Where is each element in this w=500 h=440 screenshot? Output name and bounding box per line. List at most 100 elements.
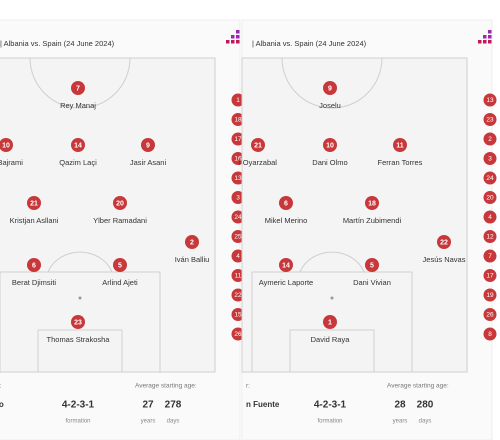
player-badge bbox=[71, 315, 85, 329]
sub-number: 4 bbox=[236, 253, 240, 260]
player-badge bbox=[185, 235, 199, 249]
age-days: 278 bbox=[165, 400, 182, 411]
player-number: 21 bbox=[254, 142, 262, 149]
sub-number: 13 bbox=[486, 97, 494, 104]
sub-badge bbox=[231, 249, 245, 263]
player-badge bbox=[71, 138, 85, 152]
age-years: 27 bbox=[142, 400, 154, 411]
player-name: David Raya bbox=[311, 335, 351, 344]
manager: ho bbox=[0, 400, 4, 409]
penalty-spot bbox=[330, 296, 334, 300]
logo-dot bbox=[236, 30, 240, 34]
logo-dot bbox=[488, 40, 492, 44]
sub-number: 17 bbox=[486, 273, 494, 280]
player-badge bbox=[141, 138, 155, 152]
penalty-arc bbox=[299, 251, 365, 273]
manager-label: er: bbox=[0, 383, 2, 390]
player-number: 14 bbox=[74, 142, 82, 149]
player-number: 10 bbox=[326, 142, 334, 149]
logo-dot bbox=[236, 35, 240, 39]
player-name: Kristjan Asllani bbox=[10, 216, 59, 225]
logo-dot bbox=[226, 40, 230, 44]
sub-number: 26 bbox=[234, 331, 242, 338]
player-name: Dani Olmo bbox=[312, 158, 347, 167]
sub-badge bbox=[483, 269, 497, 282]
logo-dot bbox=[488, 30, 492, 34]
player-number: 7 bbox=[76, 85, 80, 92]
logo-dot bbox=[488, 35, 492, 39]
logo-dot bbox=[478, 40, 482, 44]
player-name: Ylber Ramadani bbox=[93, 216, 147, 225]
sub-number: 8 bbox=[488, 331, 492, 338]
player-number: 11 bbox=[396, 142, 404, 149]
sub-number: 17 bbox=[234, 136, 242, 143]
player-badge bbox=[323, 138, 337, 152]
sub-badge bbox=[483, 113, 497, 126]
penalty-spot bbox=[78, 296, 82, 300]
sub-badge bbox=[483, 308, 497, 321]
center-circle bbox=[29, 57, 131, 109]
player-name: m Bajrami bbox=[0, 158, 23, 167]
player-badge bbox=[323, 315, 337, 329]
player-badge bbox=[279, 258, 293, 272]
sub-number: 12 bbox=[486, 234, 494, 241]
years-label: years bbox=[141, 419, 156, 425]
sub-badge bbox=[231, 327, 245, 341]
days-label: days bbox=[167, 419, 180, 425]
sub-badge bbox=[231, 210, 245, 224]
player-name: Martín Zubimendi bbox=[343, 216, 402, 225]
age-label: Average starting age: bbox=[135, 383, 197, 390]
pitch bbox=[241, 57, 468, 373]
formation: 4-2-3-1 bbox=[62, 400, 95, 411]
penalty-arc bbox=[47, 251, 113, 273]
sub-number: 19 bbox=[486, 292, 494, 299]
player-badge bbox=[71, 81, 85, 95]
player-number: 9 bbox=[328, 85, 332, 92]
player-name: Berat Djimsiti bbox=[12, 278, 57, 287]
logo-dot bbox=[231, 40, 235, 44]
player-number: 5 bbox=[370, 262, 374, 269]
goal-box bbox=[289, 329, 375, 373]
player-name: Rey Manaj bbox=[60, 101, 96, 110]
sub-number: 18 bbox=[234, 117, 242, 124]
center-circle bbox=[281, 57, 383, 109]
sub-badge bbox=[231, 93, 245, 107]
manager: n Fuente bbox=[246, 400, 280, 409]
sub-number: 4 bbox=[488, 214, 492, 221]
sub-badge bbox=[231, 230, 245, 243]
player-name: Arlind Ajeti bbox=[102, 278, 138, 287]
sub-number: 3 bbox=[236, 195, 240, 202]
player-number: 6 bbox=[32, 262, 36, 269]
age-days: 280 bbox=[417, 400, 434, 411]
goal-box bbox=[37, 329, 123, 373]
player-badge bbox=[0, 138, 13, 152]
logo-dot bbox=[483, 40, 487, 44]
sub-number: 11 bbox=[235, 273, 242, 280]
sub-badge bbox=[483, 93, 497, 107]
days-label: days bbox=[419, 419, 432, 425]
formation-label: formation bbox=[65, 419, 90, 425]
player-number: 14 bbox=[282, 262, 290, 269]
sub-number: 2 bbox=[488, 136, 492, 143]
player-badge bbox=[27, 258, 41, 272]
sub-number: 26 bbox=[486, 312, 494, 319]
sub-badge bbox=[231, 288, 245, 302]
pitch bbox=[0, 57, 216, 373]
sub-number: 24 bbox=[234, 214, 242, 221]
player-badge bbox=[251, 138, 265, 152]
sub-number: 20 bbox=[486, 195, 494, 202]
player-badge bbox=[27, 196, 41, 210]
sub-badge bbox=[231, 171, 245, 185]
sub-number: 22 bbox=[234, 292, 242, 299]
player-badge bbox=[365, 196, 379, 210]
player-name: Jasir Asani bbox=[130, 158, 167, 167]
player-number: 10 bbox=[2, 142, 10, 149]
player-number: 9 bbox=[146, 142, 150, 149]
age-years: 28 bbox=[394, 400, 406, 411]
player-name: Qazim Laçi bbox=[59, 158, 97, 167]
player-name: Jesús Navas bbox=[423, 255, 466, 264]
sub-badge bbox=[483, 327, 497, 341]
sub-badge bbox=[483, 230, 497, 243]
